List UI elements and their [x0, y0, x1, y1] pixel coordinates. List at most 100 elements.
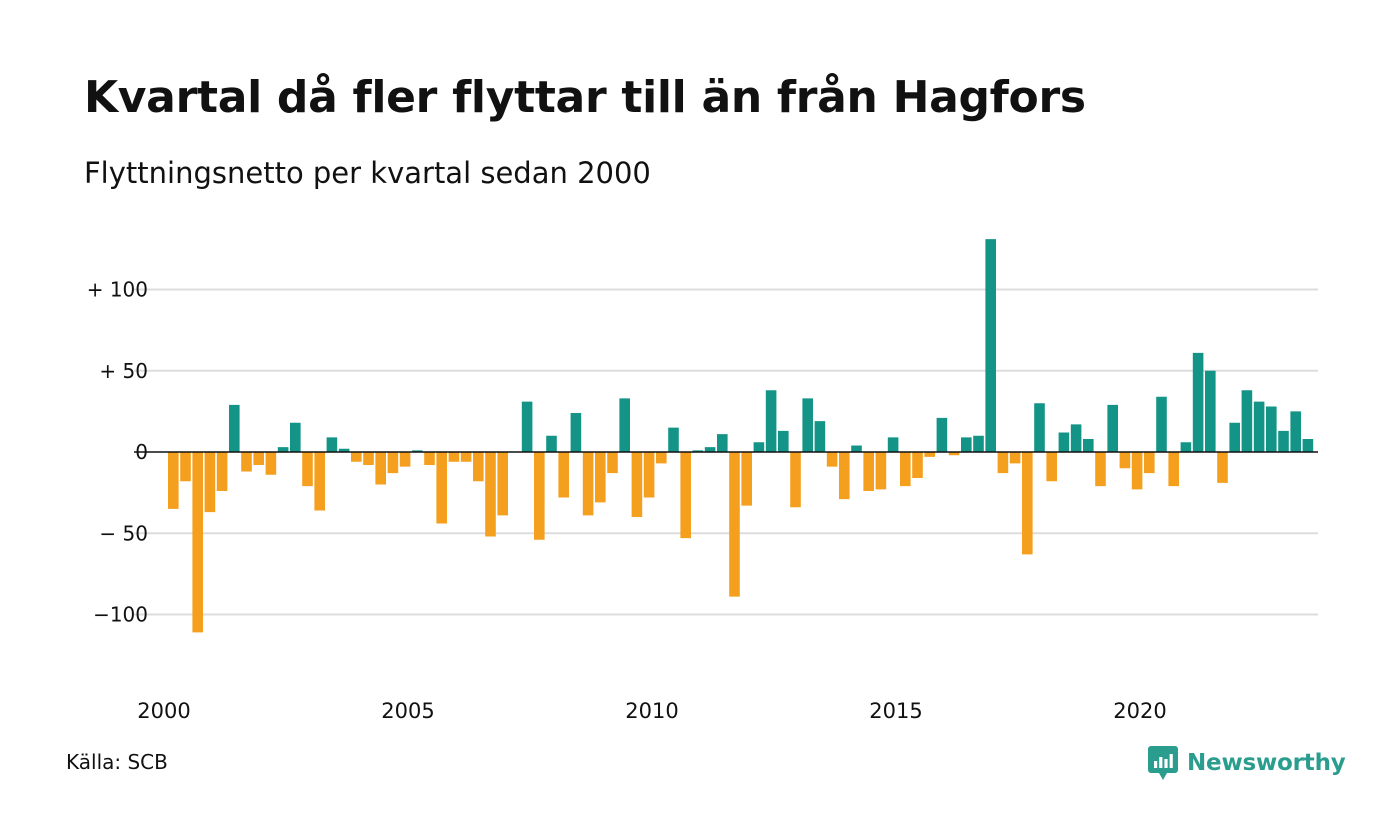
bar	[802, 398, 813, 453]
bar	[778, 430, 789, 453]
bar	[643, 452, 655, 498]
bar	[741, 452, 752, 506]
bar	[1107, 404, 1118, 453]
bar	[961, 437, 972, 453]
bar	[1058, 432, 1070, 452]
bar	[765, 390, 777, 452]
bar	[570, 413, 582, 452]
bar	[326, 437, 338, 453]
bar	[595, 452, 606, 503]
bar	[1192, 352, 1204, 453]
bar	[216, 452, 228, 491]
x-tick-label: 2005	[381, 699, 434, 723]
bar	[1131, 452, 1143, 490]
bar	[375, 452, 386, 485]
bar	[1217, 452, 1228, 483]
bar	[363, 452, 374, 465]
bar	[460, 452, 472, 462]
brand-name: Newsworthy	[1187, 750, 1346, 776]
bar	[863, 452, 874, 491]
bar	[607, 452, 618, 474]
bar	[338, 448, 350, 452]
y-tick-label: − 50	[99, 521, 148, 545]
bar	[839, 452, 850, 500]
bar	[1144, 452, 1155, 474]
newsworthy-logo[interactable]: Newsworthy	[1148, 745, 1346, 781]
bar	[192, 452, 203, 633]
bar	[253, 452, 264, 465]
bar	[680, 452, 691, 539]
bar	[1046, 452, 1057, 482]
bar	[948, 452, 960, 456]
bar	[619, 398, 630, 453]
bar	[1083, 439, 1094, 452]
bar	[704, 447, 716, 453]
bar	[900, 452, 911, 487]
bar	[168, 452, 179, 509]
bar	[1253, 401, 1265, 453]
bar	[1168, 452, 1179, 487]
bar	[485, 452, 496, 537]
bar	[436, 452, 447, 524]
bar	[826, 452, 838, 467]
bar	[180, 452, 191, 482]
bar	[1241, 390, 1253, 452]
bar	[1022, 452, 1033, 555]
bar	[790, 452, 801, 508]
bar	[558, 452, 569, 498]
bar	[448, 452, 460, 462]
bar	[631, 452, 643, 517]
bar	[692, 450, 704, 453]
bar	[204, 452, 216, 513]
bar	[1205, 370, 1216, 452]
y-tick-label: + 50	[99, 359, 148, 383]
bar	[241, 452, 252, 472]
bar	[1034, 403, 1045, 452]
bar	[814, 421, 826, 453]
bar	[265, 452, 277, 475]
newsworthy-logo-icon	[1148, 746, 1178, 780]
bar	[924, 452, 935, 457]
bar	[497, 452, 508, 516]
bar	[412, 450, 423, 453]
bar	[851, 445, 862, 452]
bar	[1009, 452, 1021, 464]
bar	[717, 434, 728, 453]
bar	[656, 452, 667, 464]
bar	[302, 452, 313, 487]
bar	[1180, 442, 1192, 452]
y-tick-label: + 100	[87, 278, 148, 302]
bar	[1278, 430, 1289, 453]
x-tick-label: 2000	[137, 699, 190, 723]
y-axis-tick-labels: + 100+ 500− 50−100	[87, 278, 148, 627]
bar	[1119, 452, 1131, 469]
bar	[424, 452, 435, 465]
bar	[1070, 424, 1082, 453]
bar	[473, 452, 484, 482]
gridlines	[134, 288, 1318, 616]
bar	[314, 452, 325, 511]
x-tick-label: 2010	[625, 699, 678, 723]
y-tick-label: −100	[93, 603, 148, 627]
bar	[277, 447, 289, 453]
x-tick-label: 2015	[869, 699, 922, 723]
bar	[534, 452, 545, 540]
source-note: Källa: SCB	[66, 750, 168, 774]
bar	[387, 452, 399, 474]
bar	[1156, 396, 1167, 452]
bars	[168, 239, 1314, 633]
bar	[1302, 439, 1314, 452]
bar-chart: + 100+ 500− 50−100 2000 2005 2010 2015 2020	[87, 239, 1318, 723]
bar	[1266, 406, 1277, 452]
bar	[912, 452, 923, 478]
bar	[399, 452, 411, 467]
bar	[936, 417, 948, 453]
chart-title: Kvartal då fler flyttar till än från Hag…	[84, 72, 1086, 123]
bar	[1290, 411, 1301, 453]
bar	[1095, 452, 1106, 487]
bar	[729, 452, 740, 597]
x-tick-label: 2020	[1113, 699, 1166, 723]
bar	[887, 437, 899, 453]
bar	[521, 401, 533, 453]
bar	[1229, 422, 1240, 452]
